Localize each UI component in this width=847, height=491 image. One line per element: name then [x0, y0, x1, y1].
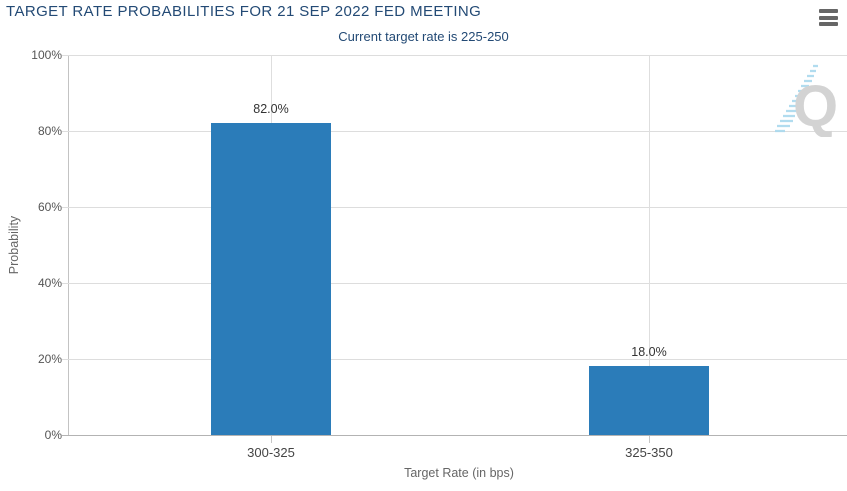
y-tick-20: 20%	[37, 352, 62, 366]
x-tick-cat2	[649, 436, 650, 443]
gridline-80	[62, 131, 847, 132]
gridline-100	[62, 55, 847, 56]
bar-325-350[interactable]	[589, 366, 709, 435]
x-axis-line	[62, 435, 847, 436]
chart-title: TARGET RATE PROBABILITIES FOR 21 SEP 202…	[6, 3, 482, 20]
bar-value-label-300-325: 82.0%	[253, 101, 289, 116]
gridline-20	[62, 359, 847, 360]
watermark-q-letter: Q	[793, 74, 838, 137]
plot-area: Q 82.0% 18.0% 300-325 325-350 Target Rat…	[62, 55, 847, 480]
y-tick-40: 40%	[37, 276, 62, 290]
x-category-325-350: 325-350	[625, 445, 673, 460]
hamburger-menu-icon[interactable]	[819, 9, 838, 28]
y-axis-title: Probability	[7, 215, 21, 275]
chart-subtitle: Current target rate is 225-250	[338, 29, 509, 44]
bar-value-label-325-350: 18.0%	[631, 345, 667, 360]
gridline-cat2	[649, 55, 650, 435]
x-category-300-325: 300-325	[247, 445, 295, 460]
quandl-watermark-logo: Q	[775, 64, 838, 137]
x-tick-cat1	[271, 436, 272, 443]
y-tick-0: 0%	[44, 428, 62, 442]
y-tick-80: 80%	[37, 124, 62, 138]
bar-300-325[interactable]	[211, 122, 331, 435]
y-tick-100: 100%	[31, 48, 62, 62]
x-axis-title: Target Rate (in bps)	[404, 466, 514, 480]
gridline-40	[62, 283, 847, 284]
gridline-60	[62, 207, 847, 208]
y-tick-60: 60%	[37, 200, 62, 214]
